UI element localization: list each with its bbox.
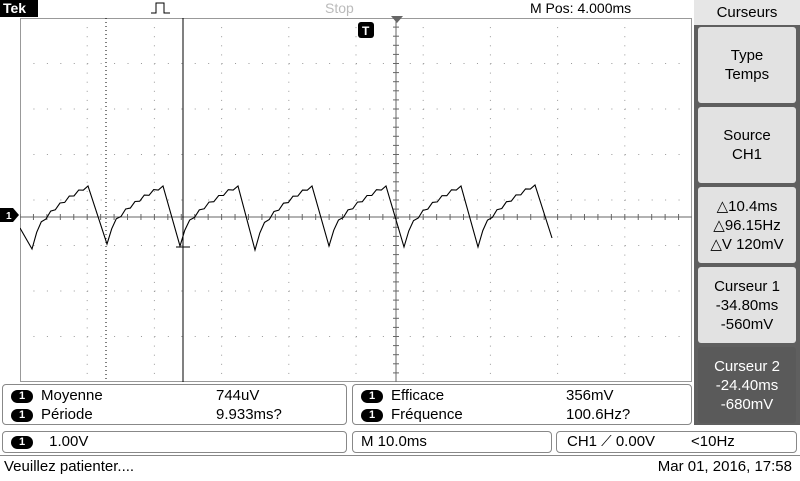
measurement-frequency: 1 Fréquence 100.6Hz? bbox=[361, 405, 699, 425]
menu-cursor2-button[interactable]: Curseur 2 -24.40ms -680mV bbox=[698, 347, 796, 423]
cursor1-voltage: -560mV bbox=[720, 315, 774, 333]
timebase-value: M 10.0ms bbox=[361, 433, 427, 450]
trigger-position-marker: T bbox=[358, 22, 374, 38]
cursor-menu: Curseurs Type Temps Source CH1 △10.4ms △… bbox=[694, 0, 800, 425]
svg-text:T: T bbox=[362, 24, 370, 38]
menu-type-value: Temps bbox=[724, 66, 770, 83]
measurement-label: Efficace bbox=[391, 387, 445, 404]
measurement-value: 744uV bbox=[216, 387, 260, 404]
measurement-panel-right: 1 Efficace 356mV 1 Fréquence 100.6Hz? bbox=[352, 384, 692, 425]
cursor2-voltage: -680mV bbox=[720, 395, 774, 413]
acquisition-icon bbox=[151, 2, 170, 14]
trigger-box[interactable]: CH1 ⟋ 0.00V <10Hz bbox=[556, 431, 797, 453]
cursor2-label: Curseur 2 bbox=[714, 357, 780, 375]
ch-badge: 1 bbox=[361, 408, 383, 422]
acquisition-state: Stop bbox=[325, 0, 354, 16]
ch1-waveform bbox=[20, 184, 553, 253]
vertical-scale: 1.00V bbox=[49, 433, 89, 450]
menu-source-label: Source bbox=[723, 127, 771, 144]
menu-delta-readout: △10.4ms △96.15Hz △V 120mV bbox=[698, 187, 796, 263]
horizontal-position: M Pos: 4.000ms bbox=[530, 0, 632, 16]
delta-frequency: △96.15Hz bbox=[713, 216, 781, 234]
measurement-panel-left: 1 Moyenne 744uV 1 Période 9.933ms? bbox=[2, 384, 347, 425]
timebase-box[interactable]: M 10.0ms bbox=[352, 431, 552, 453]
measurement-value: 9.933ms? bbox=[216, 406, 282, 423]
waveform-display[interactable] bbox=[20, 18, 692, 382]
measurement-rms: 1 Efficace 356mV bbox=[361, 386, 699, 406]
brand-logo: Tek bbox=[0, 0, 38, 17]
menu-type-button[interactable]: Type Temps bbox=[698, 27, 796, 103]
measurement-label: Fréquence bbox=[391, 406, 463, 423]
cursor1-time: -34.80ms bbox=[715, 296, 779, 314]
delta-time: △10.4ms bbox=[716, 197, 778, 215]
cursor2-time: -24.40ms bbox=[715, 376, 779, 394]
cursor1-label: Curseur 1 bbox=[714, 277, 780, 295]
measurement-value: 356mV bbox=[566, 387, 614, 404]
svg-text:1: 1 bbox=[6, 211, 12, 222]
message-bar: Veuillez patienter.... Mar 01, 2016, 17:… bbox=[0, 455, 800, 481]
ch1-scale-box[interactable]: 1 1.00V bbox=[2, 431, 347, 453]
ch-badge: 1 bbox=[361, 389, 383, 403]
delta-voltage: △V 120mV bbox=[710, 235, 784, 253]
menu-source-button[interactable]: Source CH1 bbox=[698, 107, 796, 183]
trigger-frequency: <10Hz bbox=[691, 433, 735, 450]
ch-badge: 1 bbox=[11, 408, 33, 422]
menu-title: Curseurs bbox=[694, 0, 800, 25]
menu-cursor1-button[interactable]: Curseur 1 -34.80ms -560mV bbox=[698, 267, 796, 343]
trigger-setting: CH1 ⟋ 0.00V bbox=[567, 433, 656, 450]
ch1-ground-marker: 1 bbox=[0, 208, 19, 222]
top-status-bar: Tek Stop M Pos: 4.000ms bbox=[0, 0, 693, 17]
menu-source-value: CH1 bbox=[731, 146, 762, 163]
measurement-label: Moyenne bbox=[41, 387, 103, 404]
graticule bbox=[20, 18, 692, 382]
ch-badge: 1 bbox=[11, 435, 33, 449]
ch-badge: 1 bbox=[11, 389, 33, 403]
measurement-value: 100.6Hz? bbox=[566, 406, 631, 423]
measurement-mean: 1 Moyenne 744uV bbox=[11, 386, 354, 406]
trigger-point-icon bbox=[391, 16, 403, 23]
measurement-period: 1 Période 9.933ms? bbox=[11, 405, 354, 425]
menu-type-label: Type bbox=[730, 47, 764, 64]
measurement-label: Période bbox=[41, 406, 93, 423]
date-time: Mar 01, 2016, 17:58 bbox=[657, 458, 792, 475]
status-message: Veuillez patienter.... bbox=[4, 458, 135, 475]
